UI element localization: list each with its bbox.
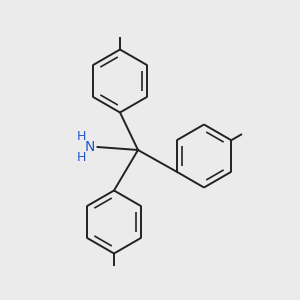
Text: H: H	[77, 151, 86, 164]
Text: H: H	[77, 130, 86, 143]
Text: N: N	[85, 140, 95, 154]
